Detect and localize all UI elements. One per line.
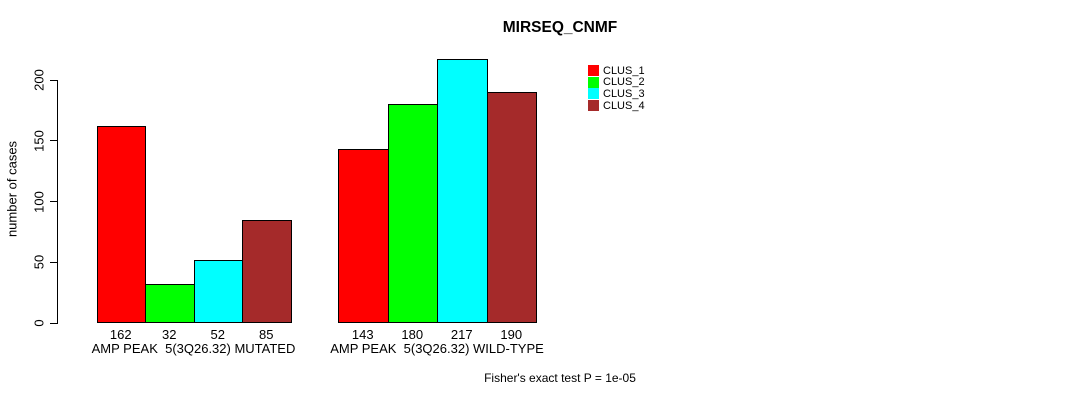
y-axis-tick [50,322,57,324]
legend-swatch [588,76,599,88]
y-axis-tick-label: 50 [31,255,47,270]
legend-label: CLUS_2 [603,76,645,89]
legend-label: CLUS_3 [603,87,645,100]
y-axis-tick [50,79,57,81]
legend-entry: CLUS_4 [588,100,645,112]
y-axis-title: number of cases [4,140,20,238]
x-axis-category-label: AMP PEAK 5(3Q26.32) MUTATED [91,341,296,356]
y-axis-tick-label: 100 [31,190,47,213]
legend-label: CLUS_4 [603,99,645,112]
legend-entry: CLUS_2 [588,76,645,89]
y-axis-tick-label: 0 [31,319,47,327]
bar [437,59,488,323]
y-axis-tick-label: 200 [31,69,47,91]
bar [242,219,292,323]
legend-swatch [588,65,599,77]
legend: CLUS_1 CLUS_2 CLUS_3 CLUS_4 [588,65,645,112]
bar [145,284,195,323]
bar-value-label: 180 [401,327,424,342]
bar-value-label: 32 [162,327,177,342]
y-axis-line [57,80,58,324]
bar [486,92,537,323]
bar [338,149,389,323]
bar [96,126,146,323]
legend-swatch [588,88,599,100]
legend-swatch [588,100,599,112]
bar [387,104,438,323]
bar [193,259,243,323]
legend-entry: CLUS_1 [588,65,645,77]
legend-label: CLUS_1 [603,64,645,77]
y-axis-tick [50,140,57,142]
legend-entry: CLUS_3 [588,88,645,100]
bar-value-label: 217 [450,327,473,342]
bar-value-label: 85 [259,327,274,342]
chart-title: MIRSEQ_CNMF [502,19,618,36]
bar-value-label: 143 [351,327,374,342]
bar-value-label: 190 [500,327,523,342]
bar-value-label: 52 [210,327,225,342]
y-axis-tick [50,261,57,263]
y-axis-tick [50,201,57,202]
y-axis-tick-label: 150 [31,129,47,152]
x-axis-category-label: AMP PEAK 5(3Q26.32) WILD-TYPE [330,341,544,356]
stat-annotation: Fisher's exact test P = 1e-05 [484,371,636,385]
bar-value-label: 162 [109,327,132,342]
